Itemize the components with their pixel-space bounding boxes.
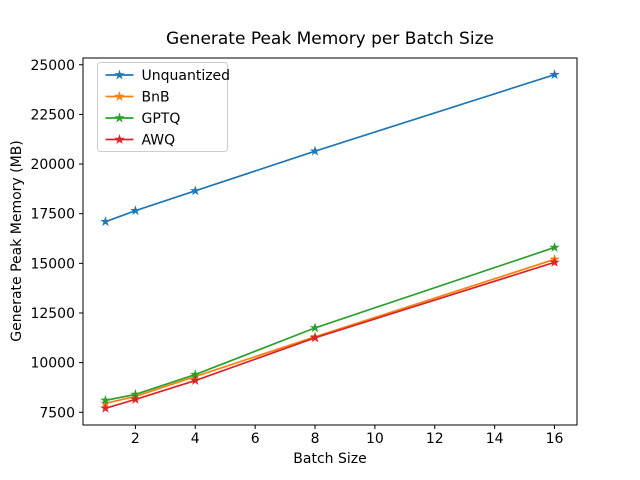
series-line-gptq (105, 246, 555, 402)
y-tick-label: 17500 (30, 207, 75, 223)
axes-frame (82, 57, 578, 426)
legend-marker-unquantized (114, 69, 125, 80)
data-point-awq (309, 332, 321, 343)
data-point-bnb (100, 397, 111, 408)
y-axis-label: Generate Peak Memory (MB) (9, 140, 25, 342)
y-tick-label: 25000 (30, 58, 75, 74)
x-tick-label: 4 (191, 431, 200, 447)
y-tick-label: 10000 (30, 356, 75, 372)
data-point-gptq (309, 322, 321, 333)
legend-label-unquantized: Unquantized (142, 68, 231, 84)
data-point-unquantized (130, 205, 141, 216)
x-tick-label: 2 (131, 431, 140, 447)
data-point-unquantized (309, 145, 321, 156)
legend-box (97, 62, 228, 152)
x-tick-label: 6 (251, 431, 260, 447)
chart-title: Generate Peak Memory per Batch Size (166, 29, 494, 49)
legend-label-gptq: GPTQ (142, 111, 181, 127)
y-tick-label: 7500 (39, 405, 75, 421)
legend-marker-bnb (114, 91, 125, 101)
y-tick-label: 22500 (30, 107, 75, 123)
y-tick-label: 15000 (30, 256, 75, 272)
data-point-awq (549, 256, 560, 267)
x-tick-label: 10 (366, 431, 384, 447)
data-point-awq (190, 375, 201, 385)
x-tick-label: 8 (311, 431, 320, 447)
series-line-awq (105, 261, 555, 410)
data-point-unquantized (190, 185, 201, 196)
x-axis-label: Batch Size (293, 451, 367, 467)
y-tick-label: 12500 (30, 306, 75, 322)
legend-marker-gptq (114, 112, 125, 123)
legend-label-awq: AWQ (142, 133, 176, 149)
data-point-gptq (549, 241, 560, 252)
legend-label-bnb: BnB (142, 90, 170, 106)
data-point-unquantized (549, 69, 560, 80)
data-point-awq (130, 393, 141, 404)
x-tick-label: 12 (426, 431, 444, 447)
data-point-gptq (190, 369, 201, 380)
x-tick-label: 14 (486, 431, 504, 447)
data-point-gptq (100, 394, 111, 405)
legend-marker-awq (114, 134, 125, 144)
data-point-awq (100, 402, 111, 413)
x-tick-label: 16 (546, 431, 564, 447)
y-tick-label: 20000 (30, 157, 75, 173)
data-point-unquantized (100, 216, 111, 227)
